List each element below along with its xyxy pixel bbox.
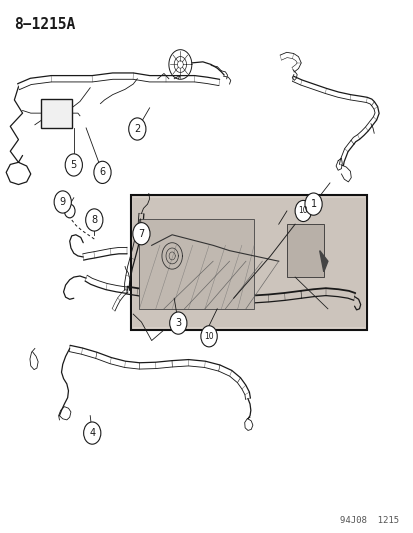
Circle shape bbox=[133, 223, 150, 245]
Text: 3: 3 bbox=[175, 318, 181, 328]
Text: 5: 5 bbox=[71, 160, 77, 170]
Bar bbox=[139, 219, 254, 309]
Bar bbox=[131, 195, 366, 330]
Bar bbox=[133, 198, 364, 327]
Text: 8: 8 bbox=[91, 215, 97, 225]
Circle shape bbox=[169, 312, 186, 334]
Text: 8−1215A: 8−1215A bbox=[14, 17, 76, 32]
Text: 9: 9 bbox=[59, 197, 66, 207]
Bar bbox=[286, 224, 323, 277]
Circle shape bbox=[54, 191, 71, 213]
Circle shape bbox=[94, 161, 111, 183]
Circle shape bbox=[65, 154, 82, 176]
Text: 2: 2 bbox=[134, 124, 140, 134]
Text: 1: 1 bbox=[310, 199, 316, 209]
Text: 94J08  1215: 94J08 1215 bbox=[339, 515, 399, 524]
Text: 6: 6 bbox=[99, 167, 105, 177]
Text: 4: 4 bbox=[89, 428, 95, 438]
Polygon shape bbox=[319, 251, 327, 272]
Circle shape bbox=[128, 118, 145, 140]
Circle shape bbox=[294, 200, 311, 222]
Circle shape bbox=[83, 422, 101, 444]
Circle shape bbox=[85, 209, 103, 231]
Circle shape bbox=[304, 193, 321, 215]
Bar bbox=[41, 99, 71, 128]
Circle shape bbox=[64, 204, 75, 218]
Text: 10: 10 bbox=[298, 206, 307, 215]
Text: 10: 10 bbox=[204, 332, 214, 341]
Circle shape bbox=[200, 326, 217, 347]
Text: 7: 7 bbox=[138, 229, 144, 239]
